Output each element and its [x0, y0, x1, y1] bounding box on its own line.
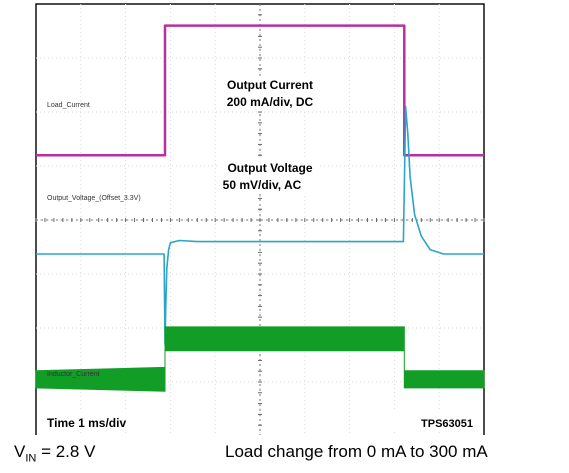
trace-output-voltage	[36, 105, 484, 345]
channel-label-current: Load_Current	[47, 102, 90, 109]
oscilloscope-plot: Load_Current Output_Voltage_(Offset_3.3V…	[35, 3, 485, 435]
vin-value: = 2.8 V	[36, 442, 96, 461]
channel-label-inductor: Inductor_Current	[47, 371, 100, 378]
time-scale-bg	[40, 412, 162, 432]
traces	[35, 24, 485, 392]
vin-caption: VIN = 2.8 V	[14, 442, 95, 464]
time-scale-label: Time 1 ms/div	[47, 416, 126, 430]
current-annotation-title: Output Current	[227, 78, 313, 92]
voltage-annotation-scale: 50 mV/div, AC	[223, 178, 302, 192]
channel-label-voltage: Output_Voltage_(Offset_3.3V)	[47, 195, 141, 202]
load-change-caption: Load change from 0 mA to 300 mA	[225, 442, 488, 461]
part-number-label: TPS63051	[421, 418, 473, 430]
labels: Load_Current Output_Voltage_(Offset_3.3V…	[40, 76, 480, 432]
current-annotation-bg	[216, 76, 320, 111]
vin-subscript: IN	[25, 452, 37, 465]
current-annotation-scale: 200 mA/div, DC	[227, 95, 314, 109]
trace-inductor-current	[35, 326, 485, 392]
trace-output-current	[36, 24, 484, 157]
voltage-annotation-title: Output Voltage	[227, 161, 312, 175]
voltage-annotation-bg	[220, 158, 320, 193]
part-number-bg	[384, 412, 480, 432]
vin-prefix: V	[14, 442, 26, 461]
